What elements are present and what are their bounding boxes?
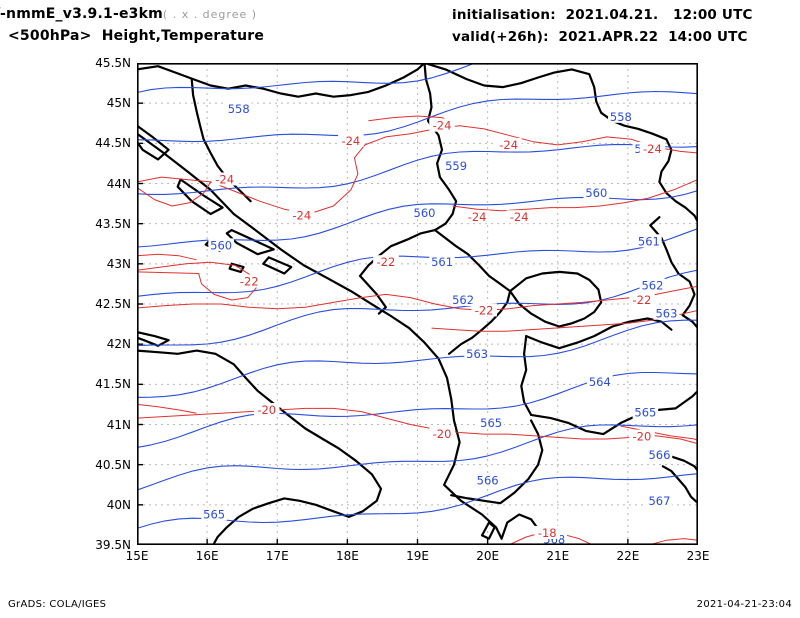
contour-label: -22 <box>377 255 396 269</box>
x-tick-label: 16E <box>195 549 219 563</box>
y-tick-label: 45N <box>106 96 131 111</box>
y-tick-label: 41N <box>106 417 131 432</box>
contour-label: -24 <box>510 210 529 224</box>
contour-map: 5585585595595605605605615615625625635635… <box>137 63 698 545</box>
x-tick-label: 18E <box>335 549 359 563</box>
contour-label: -24 <box>341 134 360 148</box>
y-tick-label: 44N <box>106 176 131 191</box>
y-tick-label: 44.5N <box>95 136 131 151</box>
contour-label: 563 <box>466 347 488 361</box>
contour-label: -20 <box>257 403 276 417</box>
contour-label: -22 <box>475 303 494 317</box>
y-tick-label: 40N <box>106 497 131 512</box>
contour-label: 558 <box>610 110 632 124</box>
x-tick-label: 19E <box>406 549 429 563</box>
contour-label: -24 <box>643 142 662 156</box>
y-tick-label: 42N <box>106 337 131 352</box>
map-plot-area: 5585585595595605605605615615625625635635… <box>137 63 698 545</box>
x-tick-label: 17E <box>265 549 289 563</box>
contour-label: 567 <box>648 494 670 508</box>
contour-label: 566 <box>477 474 499 488</box>
coastline-layer <box>137 63 698 545</box>
contour-label: 565 <box>480 416 502 430</box>
plot-frame <box>137 63 698 545</box>
contour-label: 560 <box>210 238 232 252</box>
contour-label: -24 <box>292 209 311 223</box>
x-tick-label: 20E <box>476 549 500 563</box>
contour-label: -24 <box>468 210 487 224</box>
model-units: ( . x . degree ) <box>162 8 258 21</box>
footer-timestamp: 2021-04-21-23:04 <box>696 599 792 610</box>
contour-label: -20 <box>433 427 452 441</box>
contour-label: 566 <box>648 448 670 462</box>
contour-label-layer: 5585585595595605605605615615625625635635… <box>201 101 680 545</box>
y-tick-label: 43.5N <box>95 216 131 231</box>
level-fields-title: <500hPa> Height,Temperature <box>8 28 265 44</box>
contour-label: 561 <box>638 234 660 248</box>
footer-attribution: GrADS: COLA/IGES <box>8 599 107 610</box>
contour-label: 559 <box>445 159 467 173</box>
contour-label: 561 <box>431 255 453 269</box>
contour-label: -18 <box>538 526 557 540</box>
initialisation-time: initialisation: 2021.04.21. 12:00 UTC <box>452 7 753 23</box>
contour-label: -20 <box>633 430 652 444</box>
y-tick-label: 43N <box>106 256 131 271</box>
contour-label: 562 <box>641 279 663 293</box>
contour-label: -24 <box>433 119 452 133</box>
y-tick-label: 42.5N <box>95 297 131 311</box>
contour-label: 562 <box>452 293 474 307</box>
y-tick-label: 40.5N <box>95 457 131 472</box>
contour-label: 560 <box>414 206 436 220</box>
model-title: f-nmmE_v3.9.1-e3km( . x . degree ) <box>0 6 257 22</box>
valid-time: valid(+26h): 2021.APR.22 14:00 UTC <box>452 29 748 45</box>
contour-label: 558 <box>228 102 250 116</box>
x-tick-label: 21E <box>546 549 570 563</box>
x-tick-label: 23E <box>686 549 710 563</box>
contour-label: 560 <box>585 186 607 200</box>
contour-label: 563 <box>655 307 677 321</box>
contour-label: -22 <box>633 293 652 307</box>
contour-label: 565 <box>634 405 656 419</box>
y-tick-label: 45.5N <box>95 56 131 70</box>
contour-label: 564 <box>589 375 611 389</box>
contour-label: -24 <box>499 138 518 152</box>
x-tick-label: 22E <box>616 549 640 563</box>
contour-label: -22 <box>240 275 259 289</box>
x-tick-label: 15E <box>125 549 149 563</box>
contour-label: 565 <box>203 507 225 521</box>
contour-label: -24 <box>215 172 234 186</box>
model-name: f-nmmE_v3.9.1-e3km <box>0 6 163 22</box>
y-tick-label: 41.5N <box>95 377 131 392</box>
y-tick-label: 39.5N <box>95 538 131 552</box>
